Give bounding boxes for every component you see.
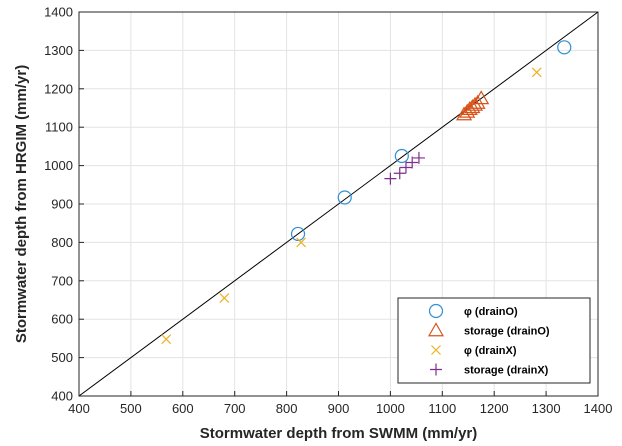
data-point-circle xyxy=(394,148,409,164)
x-tick-label: 600 xyxy=(172,401,194,416)
axis-ticks: 400 500 600 700 800 900 1000 1100 1200 1300 1400 40… xyxy=(44,5,612,417)
legend-label: storage (drainO) xyxy=(464,326,550,338)
data-point-plus xyxy=(412,151,425,164)
y-tick-label: 400 xyxy=(51,389,73,404)
data-point-triangle xyxy=(456,106,473,121)
x-axis-title: Stormwater depth from SWMM (mm/yr) xyxy=(200,425,478,442)
data-point-circle xyxy=(290,226,306,242)
reference-line-layer xyxy=(78,11,599,397)
data-point-triangle xyxy=(469,94,486,109)
series-triangle xyxy=(456,90,490,121)
y-tick-label: 700 xyxy=(51,273,73,288)
x-tick-label: 1400 xyxy=(584,401,613,416)
legend-marker-plus xyxy=(430,363,442,376)
x-tick-label: 1300 xyxy=(532,401,561,416)
data-point-x xyxy=(296,237,307,248)
y-tick-label: 1400 xyxy=(44,5,73,20)
legend-marker-triangle xyxy=(427,322,445,337)
series-x xyxy=(161,67,542,345)
legend-marker-circle xyxy=(428,303,444,319)
data-point-plus xyxy=(406,156,419,169)
x-tick-label: 500 xyxy=(120,401,142,416)
x-tick-label: 1200 xyxy=(480,401,509,416)
x-tick-label: 700 xyxy=(224,401,246,416)
legend-label: φ (drainX) xyxy=(464,345,517,357)
x-tick-label: 800 xyxy=(276,401,298,416)
series-circle xyxy=(290,40,572,242)
data-point-triangle xyxy=(459,103,476,118)
y-tick-label: 1100 xyxy=(45,120,73,135)
data-point-triangle xyxy=(473,90,490,105)
data-point-x xyxy=(531,67,542,78)
legend-label: storage (drainX) xyxy=(464,365,549,377)
y-tick-label: 1000 xyxy=(44,158,73,173)
data-point-x xyxy=(219,293,230,304)
y-tick-label: 500 xyxy=(51,350,73,365)
data-point-x xyxy=(161,334,172,345)
y-axis-title: Stormwater depth from HRGIM (mm/yr) xyxy=(13,65,30,343)
x-tick-label: 1000 xyxy=(376,401,405,416)
data-point-plus xyxy=(384,172,397,185)
y-tick-label: 1200 xyxy=(44,81,73,96)
legend-label: φ (drainO) xyxy=(464,306,518,318)
x-tick-label: 1100 xyxy=(428,401,456,416)
legend: φ (drainO) storage (drainO) φ (drainX) stor… xyxy=(397,297,591,384)
x-tick-label: 900 xyxy=(328,401,350,416)
data-point-plus xyxy=(399,161,412,174)
series-plus xyxy=(384,151,425,185)
y-tick-label: 900 xyxy=(51,197,73,212)
reference-line xyxy=(78,11,599,397)
data-point-triangle xyxy=(464,99,481,114)
x-tick-label: 400 xyxy=(68,401,90,416)
legend-marker-x xyxy=(431,345,441,355)
y-tick-label: 1300 xyxy=(44,43,73,58)
y-tick-label: 800 xyxy=(51,235,73,250)
data-point-plus xyxy=(393,167,406,180)
data-point-circle xyxy=(557,40,572,55)
data-point-circle xyxy=(337,190,352,205)
data-points xyxy=(161,40,572,345)
y-tick-label: 600 xyxy=(51,312,73,327)
